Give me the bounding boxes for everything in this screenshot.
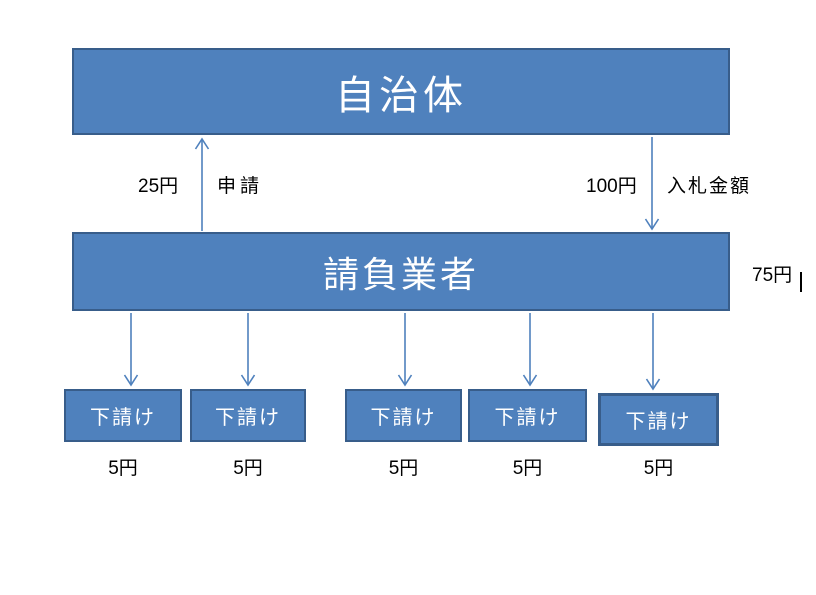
subcontractor-label: 下請け — [90, 407, 156, 429]
subcontractor-amount-4: 5円 — [512, 458, 543, 479]
subcontract-arrow-2 — [240, 313, 256, 387]
subcontractor-amount-5: 5円 — [643, 458, 674, 479]
subcontractor-label: 下請け — [370, 407, 437, 429]
subcontractor-box-2: 下請け — [190, 389, 306, 442]
contractor-retained-amount: 75円 — [752, 265, 793, 286]
text-caret — [800, 272, 802, 292]
subcontractor-amount-1: 5円 — [108, 458, 138, 479]
subcontractor-box-1: 下請け — [64, 389, 182, 442]
subcontract-arrow-3 — [397, 313, 413, 387]
contractor-box: 請負業者 — [72, 232, 730, 311]
bid-amount: 100円 — [586, 176, 637, 197]
subcontractor-amount-3: 5円 — [388, 458, 419, 479]
application-amount: 25円 — [138, 176, 179, 197]
contractor-label: 請負業者 — [322, 253, 479, 295]
subcontract-arrow-1 — [123, 313, 139, 387]
subcontract-arrow-4 — [522, 313, 538, 387]
subcontractor-amount-2: 5円 — [233, 458, 263, 479]
subcontractor-box-4: 下請け — [468, 389, 587, 442]
subcontractor-label: 下請け — [215, 407, 281, 429]
subcontractor-box-5: 下請け — [598, 393, 719, 446]
subcontractor-box-3: 下請け — [345, 389, 462, 442]
municipality-box: 自治体 — [72, 48, 730, 135]
subcontract-arrow-5 — [645, 313, 661, 391]
subcontractor-label: 下請け — [625, 411, 692, 433]
bid-down-arrow — [644, 137, 660, 231]
application-label: 申請 — [217, 176, 264, 197]
municipality-label: 自治体 — [335, 73, 467, 118]
application-up-arrow — [194, 137, 210, 231]
subcontractor-label: 下請け — [494, 407, 561, 429]
bid-label: 入札金額 — [667, 176, 752, 197]
